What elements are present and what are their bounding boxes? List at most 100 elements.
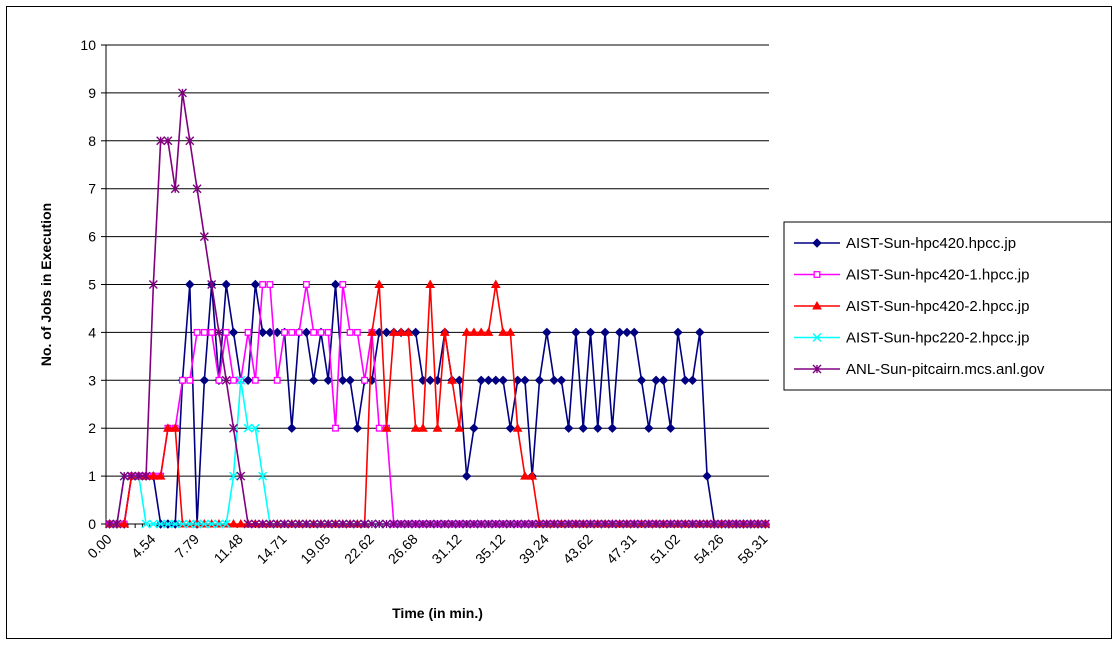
legend-item-4: AIST-Sun-hpc220-2.hpcc.jp bbox=[794, 330, 1029, 347]
data-point bbox=[396, 327, 406, 336]
legend-marker bbox=[812, 332, 822, 343]
data-point bbox=[163, 423, 173, 432]
y-tick-label: 0 bbox=[88, 516, 96, 532]
data-point bbox=[687, 375, 698, 386]
series-1 bbox=[104, 279, 771, 529]
data-point bbox=[302, 281, 310, 288]
data-point bbox=[243, 423, 253, 433]
data-point bbox=[163, 519, 173, 529]
y-tick-label: 8 bbox=[88, 133, 96, 149]
data-point bbox=[433, 519, 442, 529]
data-point bbox=[280, 519, 289, 529]
data-point bbox=[228, 327, 239, 338]
data-point bbox=[571, 519, 581, 529]
data-point bbox=[476, 327, 487, 336]
data-point bbox=[491, 519, 501, 529]
data-point bbox=[310, 328, 318, 336]
data-point bbox=[353, 328, 361, 336]
data-point bbox=[680, 519, 690, 529]
series-group bbox=[104, 88, 771, 529]
data-point bbox=[622, 327, 632, 338]
data-point bbox=[520, 375, 530, 386]
data-point bbox=[258, 519, 268, 529]
data-point bbox=[265, 327, 275, 338]
data-point bbox=[112, 519, 122, 529]
data-point bbox=[658, 375, 669, 386]
data-point bbox=[156, 136, 166, 146]
data-point bbox=[148, 280, 158, 289]
data-point bbox=[520, 471, 530, 480]
data-point bbox=[199, 519, 209, 529]
data-point bbox=[673, 327, 683, 338]
data-point bbox=[207, 519, 217, 529]
data-point bbox=[272, 327, 282, 338]
data-point bbox=[469, 423, 479, 433]
data-point bbox=[119, 518, 130, 528]
data-point bbox=[571, 327, 581, 338]
data-point bbox=[309, 519, 319, 529]
x-tick-label: 14.71 bbox=[254, 531, 290, 567]
data-point bbox=[244, 328, 252, 336]
series-4 bbox=[105, 375, 770, 529]
data-point bbox=[586, 519, 595, 529]
legend-label: AIST-Sun-hpc420-2.hpcc.jp bbox=[846, 298, 1029, 315]
data-point bbox=[505, 423, 516, 433]
y-tick-label: 10 bbox=[80, 37, 96, 53]
data-point bbox=[585, 327, 596, 338]
data-point bbox=[288, 328, 296, 336]
x-tick-label: 47.31 bbox=[603, 531, 639, 567]
data-point bbox=[250, 423, 260, 433]
data-point bbox=[338, 375, 348, 386]
data-point bbox=[222, 328, 230, 336]
data-point bbox=[134, 471, 144, 481]
data-point bbox=[535, 519, 544, 529]
x-tick-label: 58.31 bbox=[734, 531, 770, 567]
data-point bbox=[410, 327, 421, 338]
data-point bbox=[367, 519, 377, 529]
data-point bbox=[229, 423, 238, 433]
data-point bbox=[381, 327, 392, 338]
data-point bbox=[622, 519, 632, 529]
data-point bbox=[192, 519, 202, 529]
data-point bbox=[228, 471, 239, 481]
y-tick-label: 4 bbox=[88, 324, 96, 340]
y-tick-label: 1 bbox=[88, 468, 96, 484]
data-point bbox=[105, 519, 115, 529]
series-line-5 bbox=[109, 92, 766, 525]
data-point bbox=[148, 471, 159, 480]
data-point bbox=[141, 471, 151, 481]
data-point bbox=[542, 327, 552, 338]
data-point bbox=[615, 519, 625, 529]
data-point bbox=[221, 375, 231, 385]
data-point bbox=[382, 519, 391, 529]
data-point bbox=[614, 327, 625, 338]
data-point bbox=[498, 375, 508, 386]
data-point bbox=[432, 423, 443, 432]
data-point bbox=[287, 423, 297, 433]
x-tick-label: 54.26 bbox=[691, 531, 727, 567]
data-point bbox=[454, 519, 464, 529]
data-point bbox=[374, 519, 384, 529]
data-point bbox=[186, 376, 194, 384]
legend-item-1: AIST-Sun-hpc420.hpcc.jp bbox=[794, 235, 1016, 252]
data-point bbox=[185, 279, 195, 290]
data-point bbox=[301, 327, 312, 338]
data-point bbox=[324, 328, 332, 336]
data-point bbox=[578, 519, 588, 529]
data-point bbox=[498, 327, 508, 336]
data-point bbox=[251, 376, 259, 384]
data-point bbox=[651, 375, 661, 386]
data-point bbox=[250, 279, 261, 290]
legend-marker bbox=[812, 300, 822, 310]
data-point bbox=[644, 423, 654, 433]
data-point bbox=[454, 423, 465, 432]
data-point bbox=[425, 375, 435, 386]
data-point bbox=[666, 519, 676, 529]
data-point bbox=[185, 136, 195, 146]
data-point bbox=[301, 519, 311, 529]
y-tick-label: 2 bbox=[88, 420, 96, 436]
data-point bbox=[512, 375, 523, 386]
data-point bbox=[281, 328, 288, 336]
data-point bbox=[272, 519, 282, 529]
data-point bbox=[739, 519, 748, 529]
